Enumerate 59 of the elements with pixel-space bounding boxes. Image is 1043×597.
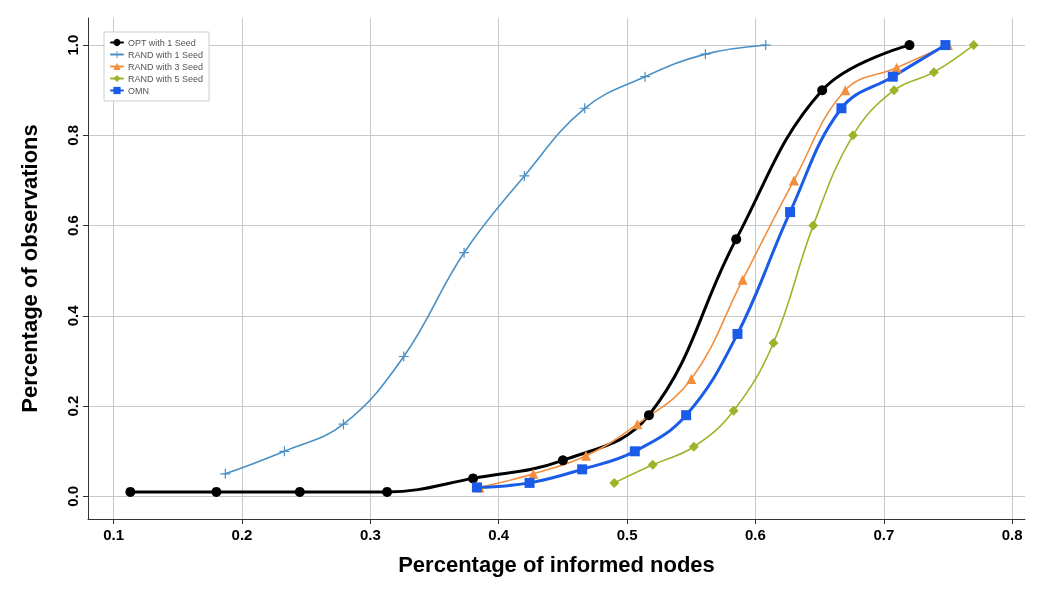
point bbox=[968, 40, 979, 51]
point bbox=[647, 459, 658, 470]
point bbox=[808, 220, 819, 231]
point bbox=[836, 103, 847, 114]
point bbox=[728, 405, 739, 416]
legend-label: RAND with 5 Seed bbox=[128, 73, 204, 84]
legend-label: OPT with 1 Seed bbox=[128, 37, 196, 48]
point bbox=[760, 40, 771, 51]
point bbox=[817, 85, 828, 96]
x-tick-label: 0.4 bbox=[488, 526, 510, 543]
point bbox=[581, 450, 592, 461]
point bbox=[785, 207, 796, 218]
point bbox=[848, 130, 858, 141]
point bbox=[211, 486, 222, 497]
x-tick-label: 0.1 bbox=[103, 526, 125, 543]
point bbox=[459, 247, 470, 258]
x-tick-label: 0.5 bbox=[616, 526, 638, 543]
point bbox=[629, 446, 640, 457]
point bbox=[468, 473, 479, 484]
point bbox=[382, 486, 393, 497]
point bbox=[643, 410, 654, 421]
y-axis-title: Percentage of observations bbox=[16, 124, 42, 413]
legend-label: RAND with 1 Seed bbox=[128, 49, 204, 60]
y-tick-label: 1.0 bbox=[64, 34, 81, 56]
x-tick-label: 0.2 bbox=[231, 526, 253, 543]
point bbox=[928, 67, 939, 78]
point bbox=[577, 464, 588, 475]
x-tick-label: 0.3 bbox=[359, 526, 381, 543]
point bbox=[889, 85, 900, 96]
x-tick-label: 0.8 bbox=[1001, 526, 1023, 543]
point bbox=[768, 337, 779, 348]
x-tick-label: 0.7 bbox=[873, 526, 895, 543]
y-tick-label: 0.2 bbox=[64, 395, 81, 417]
y-tick-label: 0.6 bbox=[64, 215, 81, 237]
point bbox=[887, 71, 898, 82]
point bbox=[557, 455, 568, 466]
legend-label: RAND with 3 Seed bbox=[128, 61, 204, 72]
point bbox=[840, 85, 851, 96]
legend-label: OMN bbox=[128, 85, 149, 96]
point bbox=[731, 234, 742, 245]
point bbox=[519, 170, 530, 181]
point bbox=[737, 274, 748, 285]
point bbox=[681, 410, 692, 421]
point bbox=[904, 40, 915, 51]
y-tick-label: 0.4 bbox=[64, 304, 81, 327]
point bbox=[524, 477, 535, 488]
y-tick-label: 0.0 bbox=[64, 486, 81, 507]
point bbox=[686, 374, 697, 385]
point bbox=[294, 486, 305, 497]
point bbox=[732, 328, 743, 339]
point bbox=[125, 486, 136, 497]
x-axis-title: Percentage of informed nodes bbox=[398, 551, 715, 577]
x-tick-label: 0.6 bbox=[745, 526, 766, 543]
point bbox=[788, 175, 799, 186]
point bbox=[609, 477, 620, 488]
y-tick-label: 0.8 bbox=[64, 124, 81, 146]
point bbox=[640, 71, 651, 82]
point bbox=[632, 419, 643, 430]
point bbox=[688, 441, 699, 452]
